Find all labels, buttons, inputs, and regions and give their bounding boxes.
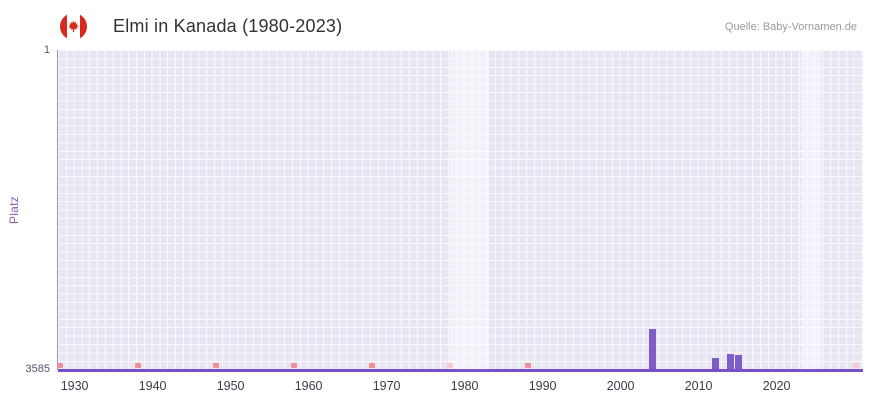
x-tick-label: 1940 xyxy=(138,379,167,393)
x-tick-label: 2010 xyxy=(684,379,713,393)
chart-header: Elmi in Kanada (1980-2023) Quelle: Baby-… xyxy=(60,13,857,40)
x-tick-label: 1990 xyxy=(528,379,557,393)
source-credit: Quelle: Baby-Vornamen.de xyxy=(724,20,857,33)
rank-bar xyxy=(711,357,719,370)
x-tick-label: 1930 xyxy=(60,379,89,393)
flag-right-stripe xyxy=(79,13,87,40)
flag-left-stripe xyxy=(60,13,68,40)
x-tick-label: 1970 xyxy=(372,379,401,393)
y-axis-title: Platz xyxy=(7,195,21,225)
canada-flag-icon xyxy=(60,13,87,40)
x-axis: 1930 1940 1950 1960 1970 1980 1990 2000 2010 2020 xyxy=(57,379,862,401)
rank-bar xyxy=(735,355,743,370)
chart-title: Elmi in Kanada (1980-2023) xyxy=(113,16,343,36)
x-tick-label: 2000 xyxy=(606,379,635,393)
baseline-marker xyxy=(213,363,219,368)
baseline-marker xyxy=(525,363,531,368)
baseline-marker xyxy=(369,363,375,368)
grid-overlay xyxy=(58,50,863,370)
x-tick-label: 1960 xyxy=(294,379,323,393)
plot-area xyxy=(57,50,863,372)
y-tick-bottom: 3585 xyxy=(25,363,50,375)
baseline-marker xyxy=(447,363,453,368)
baseline-marker xyxy=(291,363,297,368)
rank-bar xyxy=(727,353,735,370)
y-tick-top: 1 xyxy=(43,44,50,56)
baseline-marker xyxy=(57,363,63,368)
baseline-marker xyxy=(852,363,859,368)
flag-center xyxy=(67,13,80,40)
maple-leaf-icon xyxy=(68,21,79,32)
rank-bar xyxy=(649,329,657,370)
x-tick-label: 2020 xyxy=(762,379,791,393)
baseline-marker xyxy=(135,363,141,368)
x-tick-label: 1950 xyxy=(216,379,245,393)
x-tick-label: 1980 xyxy=(450,379,479,393)
x-axis-line xyxy=(58,369,863,372)
